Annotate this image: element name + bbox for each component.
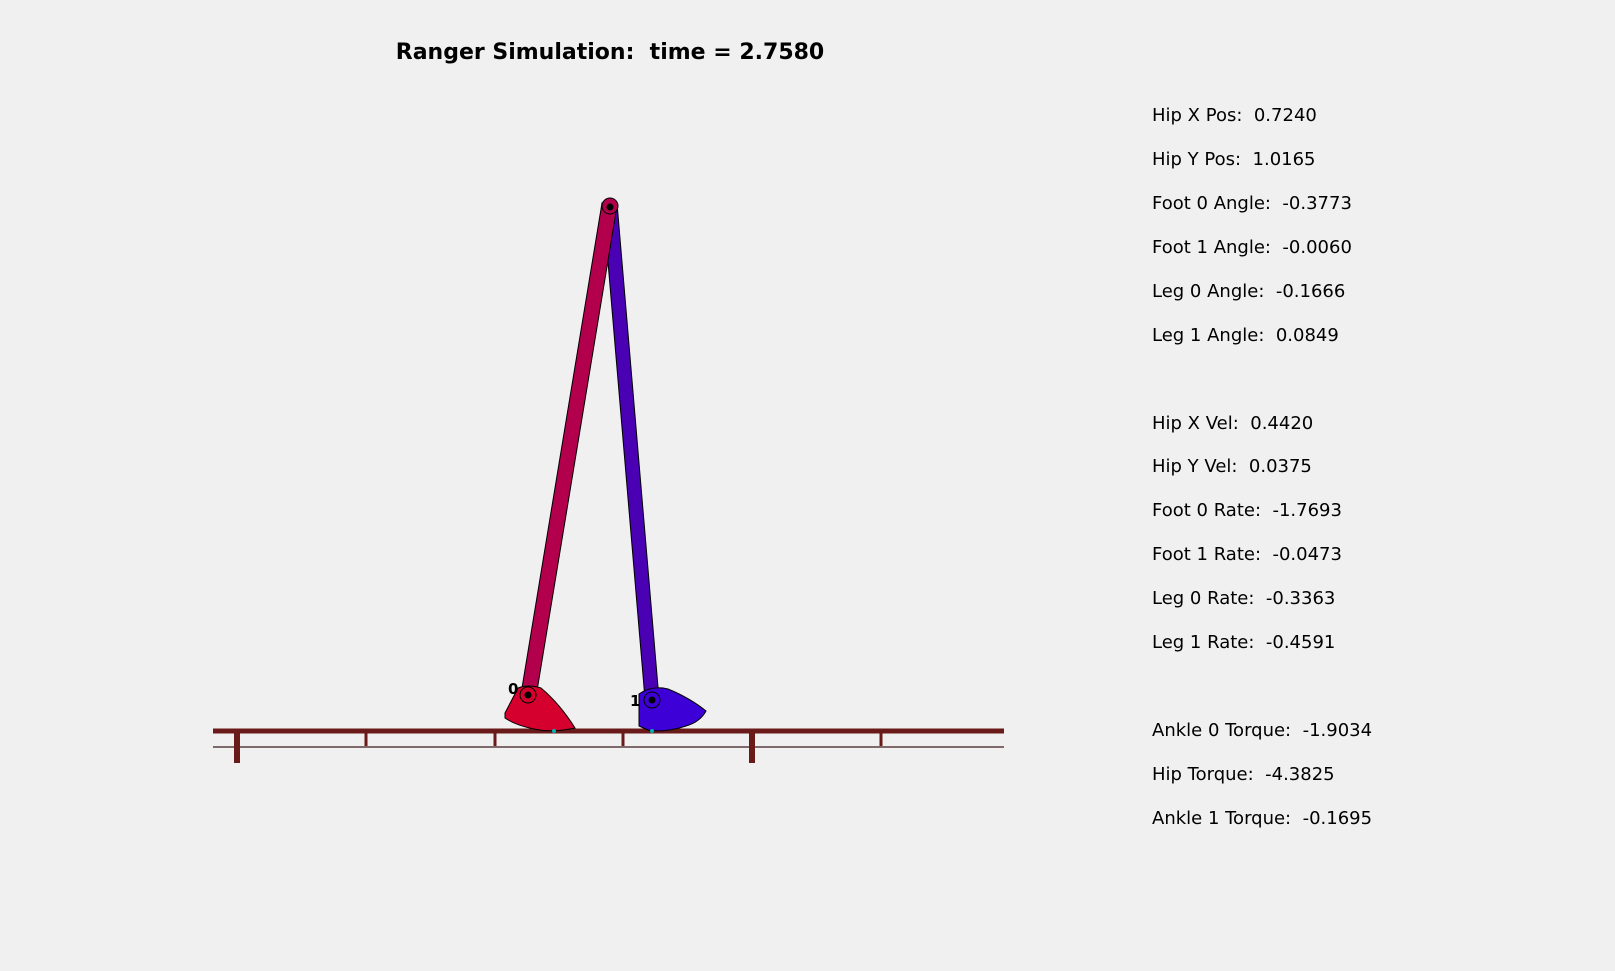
readout-leg-1-angle: Leg 1 Angle: 0.0849: [1152, 325, 1339, 346]
foot-1-label: 1: [630, 692, 640, 710]
readout-foot-1-rate: Foot 1 Rate: -0.0473: [1152, 544, 1342, 565]
readout-hip-x-pos: Hip X Pos: 0.7240: [1152, 105, 1317, 126]
hip-pin: [606, 203, 614, 211]
readout-hip-x-vel: Hip X Vel: 0.4420: [1152, 413, 1314, 434]
readout-ankle-0-torque: Ankle 0 Torque: -1.9034: [1152, 720, 1373, 741]
readout-foot-0-rate: Foot 0 Rate: -1.7693: [1152, 500, 1342, 521]
foot-0-contact-point: [552, 729, 556, 733]
title-prefix: Ranger Simulation: time =: [395, 40, 740, 65]
readout-hip-torque: Hip Torque: -4.3825: [1152, 764, 1335, 785]
readout-leg-0-rate: Leg 0 Rate: -0.3363: [1152, 588, 1336, 609]
readout-hip-y-vel: Hip Y Vel: 0.0375: [1152, 456, 1312, 477]
simulation-title: Ranger Simulation: time = 2.7580: [0, 40, 1220, 65]
readout-foot-0-angle: Foot 0 Angle: -0.3773: [1152, 193, 1352, 214]
readout-leg-1-rate: Leg 1 Rate: -0.4591: [1152, 632, 1336, 653]
readout-foot-1-angle: Foot 1 Angle: -0.0060: [1152, 237, 1352, 258]
foot-1-contact-point: [650, 729, 654, 733]
foot-0-label: 0: [508, 680, 518, 698]
readout-hip-y-pos: Hip Y Pos: 1.0165: [1152, 149, 1316, 170]
ground: [213, 728, 1004, 763]
ankle-1-pin: [648, 696, 656, 704]
readout-leg-0-angle: Leg 0 Angle: -0.1666: [1152, 281, 1346, 302]
simulation-time: 2.7580: [739, 40, 825, 65]
ankle-0-pin: [524, 691, 532, 699]
readout-ankle-1-torque: Ankle 1 Torque: -0.1695: [1152, 808, 1373, 829]
